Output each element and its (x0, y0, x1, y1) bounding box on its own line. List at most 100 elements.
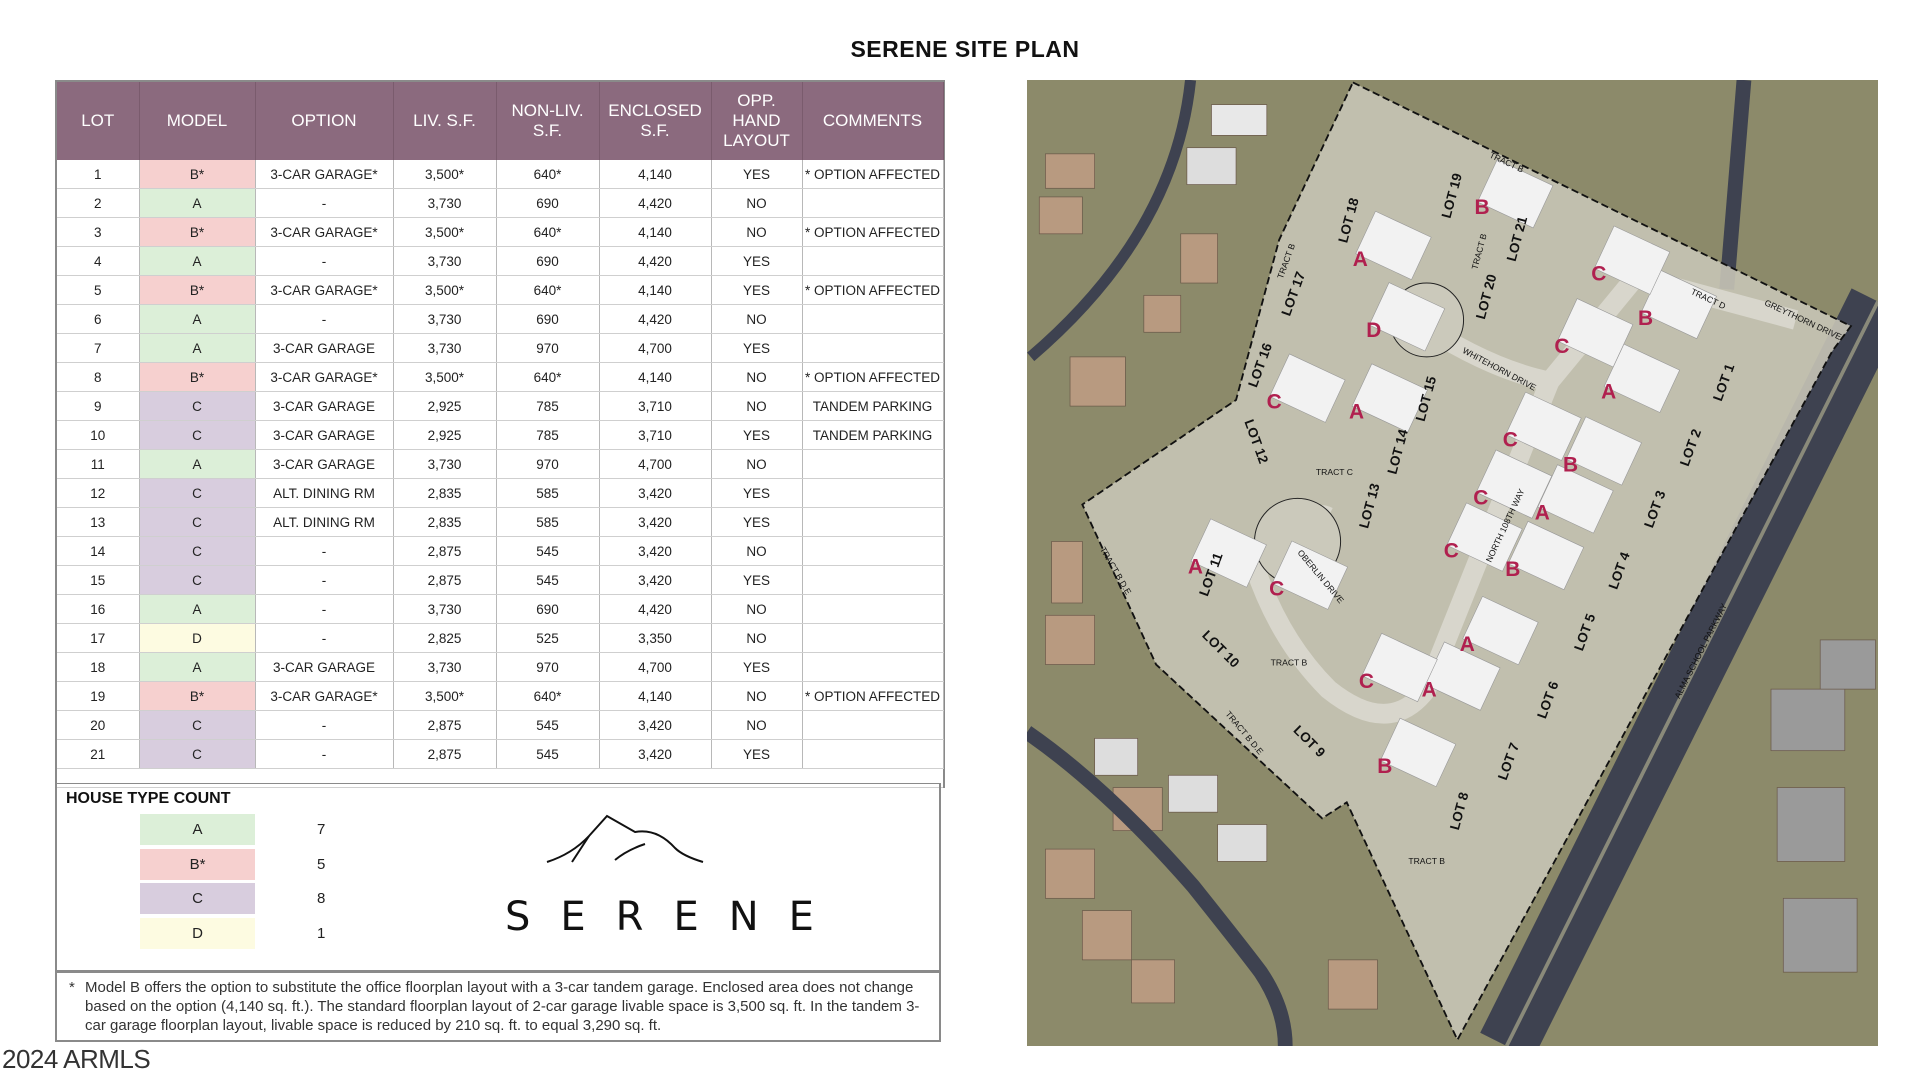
lot-model-letter: B (1563, 453, 1578, 476)
table-cell: 3,420 (599, 478, 712, 508)
table-row: 1 B* 3-CAR GARAGE* 3,500* 640* 4,140 YES * OPTI… (57, 160, 944, 189)
table-cell: 2,825 (393, 623, 497, 653)
table-cell: NO (711, 188, 803, 218)
table-cell: 3 (57, 217, 140, 247)
column-header: OPTION (255, 82, 394, 160)
table-cell: 3,500* (393, 362, 497, 392)
lot-model-letter: C (1554, 335, 1569, 358)
table-cell: 20 (57, 710, 140, 740)
table-cell: A (139, 188, 256, 218)
table-cell: C (139, 710, 256, 740)
table-cell: 3,730 (393, 652, 497, 682)
table-cell: C (139, 478, 256, 508)
table-cell: 640* (496, 362, 600, 392)
table-cell: 970 (496, 652, 600, 682)
lot-model-letter: C (1267, 391, 1282, 414)
lot-model-letter: B (1638, 307, 1653, 330)
table-cell: 640* (496, 160, 600, 189)
table-cell: 3,350 (599, 623, 712, 653)
table-cell: 3,500* (393, 160, 497, 189)
table-cell: - (255, 565, 394, 595)
site-boundary (1081, 81, 1853, 1042)
table-cell: 640* (496, 217, 600, 247)
column-header: ENCLOSED S.F. (599, 82, 712, 160)
table-row: 19 B* 3-CAR GARAGE* 3,500* 640* 4,140 NO * OPTI… (57, 681, 944, 711)
table-row: 2 A -3,730 690 4,420 NO (57, 188, 944, 218)
table-cell: 2,925 (393, 391, 497, 421)
house-footprint (1557, 298, 1634, 368)
table-cell: 4,140 (599, 362, 712, 392)
table-cell: D (139, 623, 256, 653)
column-header: LOT (57, 82, 140, 160)
table-cell: NO (711, 623, 803, 653)
table-cell: YES (711, 160, 803, 189)
footnote: * Model B offers the option to substitut… (55, 971, 941, 1042)
table-cell: 785 (496, 391, 600, 421)
watermark: 2024 ARMLS (2, 1044, 151, 1074)
lot-model-letter: D (1366, 319, 1381, 342)
table-cell: 4,700 (599, 449, 712, 479)
table-cell: 585 (496, 478, 600, 508)
table-cell: NO (711, 594, 803, 624)
table-cell: 3-CAR GARAGE* (255, 217, 394, 247)
model-swatch: A (140, 814, 255, 845)
tract-label: TRACT B (1408, 856, 1445, 866)
house-footprint (1593, 225, 1671, 295)
table-cell: 3,730 (393, 246, 497, 276)
table-row: 4 A -3,730 690 4,420 YES (57, 246, 944, 276)
table-cell: 2,875 (393, 536, 497, 566)
table-cell: 5 (57, 275, 140, 305)
table-cell: 9 (57, 391, 140, 421)
table-cell: 690 (496, 594, 600, 624)
logo-text: SERENE (505, 894, 844, 940)
table-cell: B* (139, 160, 256, 189)
lot-footprints (1190, 159, 1717, 788)
table-cell: 3,500* (393, 217, 497, 247)
table-cell: 15 (57, 565, 140, 595)
table-cell: A (139, 333, 256, 363)
table-cell: 4,140 (599, 160, 712, 189)
table-cell: 545 (496, 739, 600, 769)
table-cell: 2,835 (393, 478, 497, 508)
house-footprint (1190, 518, 1267, 588)
table-cell: 3,730 (393, 304, 497, 334)
table-cell: YES (711, 739, 803, 769)
neighbor-houses (1038, 104, 1876, 1010)
table-cell: 545 (496, 536, 600, 566)
lot-table: LOT MODEL OPTION LIV. S.F. NON-LIV. S.F. ENCL… (55, 80, 945, 788)
table-cell: YES (711, 275, 803, 305)
table-cell: 3,420 (599, 710, 712, 740)
table-cell: 4,700 (599, 333, 712, 363)
bottom-area: * Model B offers the option to substitut… (0, 971, 960, 1074)
table-cell: 2 (57, 188, 140, 218)
table-cell: YES (711, 507, 803, 537)
table-cell: 4,420 (599, 594, 712, 624)
house-footprint (1462, 595, 1539, 666)
table-cell: ALT. DINING RM (255, 478, 394, 508)
table-cell: 4,700 (599, 652, 712, 682)
house-footprint (1446, 502, 1523, 572)
table-cell: 3-CAR GARAGE (255, 420, 394, 450)
table-cell: B* (139, 681, 256, 711)
table-cell: - (255, 739, 394, 769)
lot-model-letter: C (1591, 263, 1606, 286)
table-cell: * OPTION AFFECTED (802, 362, 944, 392)
table-cell: 3,730 (393, 449, 497, 479)
table-cell: 3-CAR GARAGE* (255, 160, 394, 189)
house-footprint (1379, 717, 1457, 788)
table-row: 3 B* 3-CAR GARAGE* 3,500* 640* 4,140 NO * OPTIO… (57, 217, 944, 247)
table-cell: * OPTION AFFECTED (802, 217, 944, 247)
table-cell: 17 (57, 623, 140, 653)
table-cell: 4,140 (599, 681, 712, 711)
house-footprint (1361, 632, 1438, 703)
table-cell: NO (711, 217, 803, 247)
table-cell (802, 449, 944, 479)
table-cell: 7 (57, 333, 140, 363)
table-cell: YES (711, 333, 803, 363)
table-cell: * OPTION AFFECTED (802, 681, 944, 711)
house-footprint (1368, 282, 1446, 352)
table-cell: - (255, 246, 394, 276)
table-cell: NO (711, 536, 803, 566)
table-cell: 3,710 (599, 420, 712, 450)
column-header: OPP. HAND LAYOUT (711, 82, 803, 160)
